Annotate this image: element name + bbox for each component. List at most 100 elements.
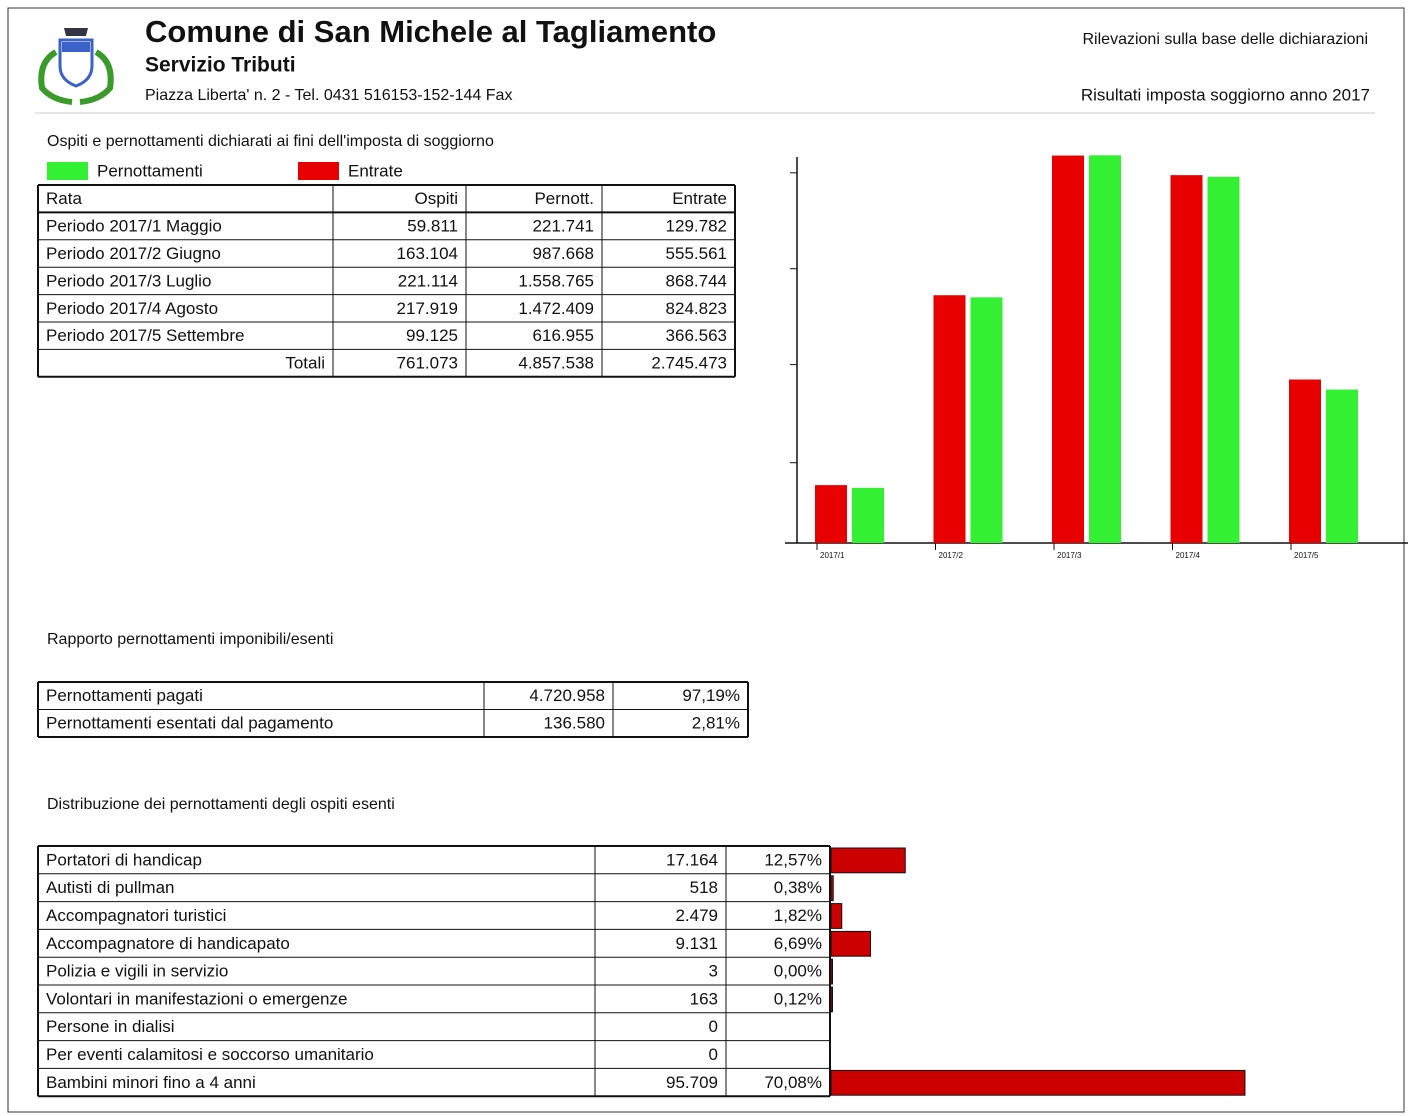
table-cell: Persone in dialisi [46, 1017, 175, 1036]
bar [1207, 176, 1240, 543]
bar [1089, 155, 1121, 543]
table-cell: 9.131 [675, 934, 718, 953]
percent-bar [830, 847, 906, 874]
legend-swatch [298, 162, 339, 180]
table-cell: 616.955 [533, 326, 594, 345]
table-cell: Accompagnatore di handicapato [46, 934, 290, 953]
title: Comune di San Michele al Tagliamento [145, 14, 716, 49]
table-cell: 6,69% [774, 934, 822, 953]
column-header: Pernott. [534, 189, 594, 208]
bar [1170, 175, 1203, 544]
table-cell: 987.668 [533, 244, 594, 263]
bar [1326, 389, 1358, 543]
table-cell: 97,19% [682, 686, 740, 705]
subtitle: Servizio Tributi [145, 54, 296, 77]
bar [1289, 379, 1321, 543]
table-cell: 1.558.765 [518, 271, 594, 290]
table-cell: 2.745.473 [651, 354, 727, 373]
table-cell: 0,00% [774, 962, 822, 981]
table-cell: Pernottamenti pagati [46, 686, 203, 705]
legend-label: Entrate [348, 161, 403, 180]
legend-swatch [47, 162, 88, 180]
x-tick-label: 2017/1 [820, 551, 845, 560]
table-cell: 163 [690, 989, 718, 1008]
bar [815, 485, 847, 543]
table-cell: 59.811 [407, 217, 458, 236]
table-cell: Portatori di handicap [46, 850, 202, 869]
table-cell: 2.479 [675, 906, 718, 925]
percent-bar [830, 986, 833, 1013]
table-cell: 4.857.538 [518, 354, 594, 373]
column-header: Rata [46, 189, 82, 208]
table-cell: 136.580 [544, 714, 605, 733]
table-cell: Autisti di pullman [46, 878, 175, 897]
table-cell: 2,81% [692, 714, 740, 733]
table-cell: 518 [690, 878, 718, 897]
table-cell: 0,12% [774, 989, 822, 1008]
logo-branch [38, 49, 73, 105]
table-cell: 4.720.958 [529, 686, 605, 705]
logo-branch [79, 49, 114, 105]
percent-bar [830, 958, 833, 985]
page-frame [7, 7, 1405, 1113]
table-cell: Periodo 2017/1 Maggio [46, 217, 222, 236]
bar [970, 297, 1003, 543]
table-cell: Volontari in manifestazioni o emergenze [46, 989, 347, 1008]
table-cell: 12,57% [764, 850, 822, 869]
column-header: Entrate [672, 189, 727, 208]
table-cell: 221.741 [533, 217, 594, 236]
section-title: Distribuzione dei pernottamenti degli os… [47, 796, 395, 813]
table-cell: 761.073 [397, 354, 458, 373]
x-tick-label: 2017/5 [1294, 551, 1319, 560]
percent-bar [830, 1069, 1246, 1096]
table-cell: Per eventi calamitosi e soccorso umanita… [46, 1045, 374, 1064]
table-cell: 70,08% [764, 1073, 822, 1092]
bar [852, 487, 884, 543]
table-cell: 0 [709, 1017, 718, 1036]
table-cell: 217.919 [397, 299, 458, 318]
table-cell: 95.709 [666, 1073, 718, 1092]
column-header: Ospiti [415, 189, 458, 208]
table-cell: 366.563 [666, 326, 727, 345]
x-tick-label: 2017/3 [1057, 551, 1082, 560]
percent-bar [830, 875, 834, 902]
table-cell: 129.782 [666, 217, 727, 236]
table-cell: 1,82% [774, 906, 822, 925]
percent-bar [830, 903, 843, 929]
table-cell: 0,38% [774, 878, 822, 897]
table-cell: 1.472.409 [518, 299, 594, 318]
logo [38, 28, 114, 105]
logo-band [62, 42, 90, 52]
table-cell: 3 [709, 962, 718, 981]
x-tick-label: 2017/2 [939, 551, 964, 560]
report-title: Risultati imposta soggiorno anno 2017 [1081, 85, 1370, 104]
logo-crown [64, 28, 88, 36]
x-tick-label: 2017/4 [1176, 551, 1201, 560]
percent-bar [830, 930, 872, 957]
table-cell: Accompagnatori turistici [46, 906, 226, 925]
table-cell: 163.104 [397, 244, 458, 263]
address: Piazza Liberta' n. 2 - Tel. 0431 516153-… [145, 87, 512, 104]
table-cell: 555.561 [666, 244, 727, 263]
table-cell: 221.114 [398, 271, 458, 290]
table-cell: 0 [709, 1045, 718, 1064]
bar [933, 295, 966, 543]
table-cell: 17.164 [666, 850, 718, 869]
table-cell: Bambini minori fino a 4 anni [46, 1073, 256, 1092]
table-cell: 824.823 [666, 299, 727, 318]
bar [1052, 155, 1084, 543]
note: Rilevazioni sulla base delle dichiarazio… [1083, 31, 1369, 48]
table-cell: Periodo 2017/5 Settembre [46, 326, 244, 345]
table-cell: Periodo 2017/2 Giugno [46, 244, 221, 263]
table-cell: Pernottamenti esentati dal pagamento [46, 714, 333, 733]
table-cell: 99.125 [406, 326, 458, 345]
table-cell: 868.744 [666, 271, 727, 290]
legend-label: Pernottamenti [97, 161, 203, 180]
section-title: Rapporto pernottamenti imponibili/esenti [47, 631, 333, 648]
table-cell: Periodo 2017/3 Luglio [46, 271, 211, 290]
table-cell: Totali [285, 354, 325, 373]
section-title: Ospiti e pernottamenti dichiarati ai fin… [47, 133, 494, 150]
table-cell: Polizia e vigili in servizio [46, 962, 228, 981]
table-cell: Periodo 2017/4 Agosto [46, 299, 218, 318]
